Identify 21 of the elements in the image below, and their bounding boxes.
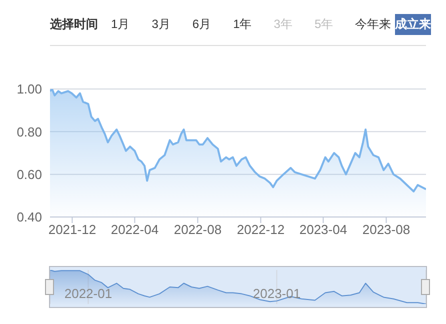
- y-tick-label: 1.00: [16, 82, 42, 97]
- text: 成立来: [395, 14, 432, 35]
- x-tick-label: 2022-12: [236, 222, 285, 238]
- x-tick-label: 2023-04: [299, 222, 348, 238]
- text: 选择时间: [50, 16, 98, 33]
- y-tick-label: 0.60: [16, 166, 42, 182]
- text: 3月: [152, 16, 170, 33]
- x-tick-label: 2021-12: [48, 222, 96, 238]
- x-tick-label: 2022-08: [174, 222, 222, 238]
- x-tick-label: 2023-08: [362, 222, 410, 238]
- text: 6月: [192, 16, 212, 33]
- x-tick-label: 2022-01: [64, 286, 112, 301]
- y-tick-label: 0.80: [16, 124, 42, 140]
- text: 1月: [111, 16, 130, 33]
- text: 3年: [274, 16, 292, 33]
- text: 5年: [314, 16, 334, 33]
- text: 今年来: [355, 16, 392, 33]
- y-tick-label: 0.40: [16, 210, 42, 225]
- text: 1年: [233, 16, 252, 33]
- x-tick-label: 2023-01: [252, 286, 301, 301]
- x-tick-label: 2022-04: [110, 222, 159, 238]
